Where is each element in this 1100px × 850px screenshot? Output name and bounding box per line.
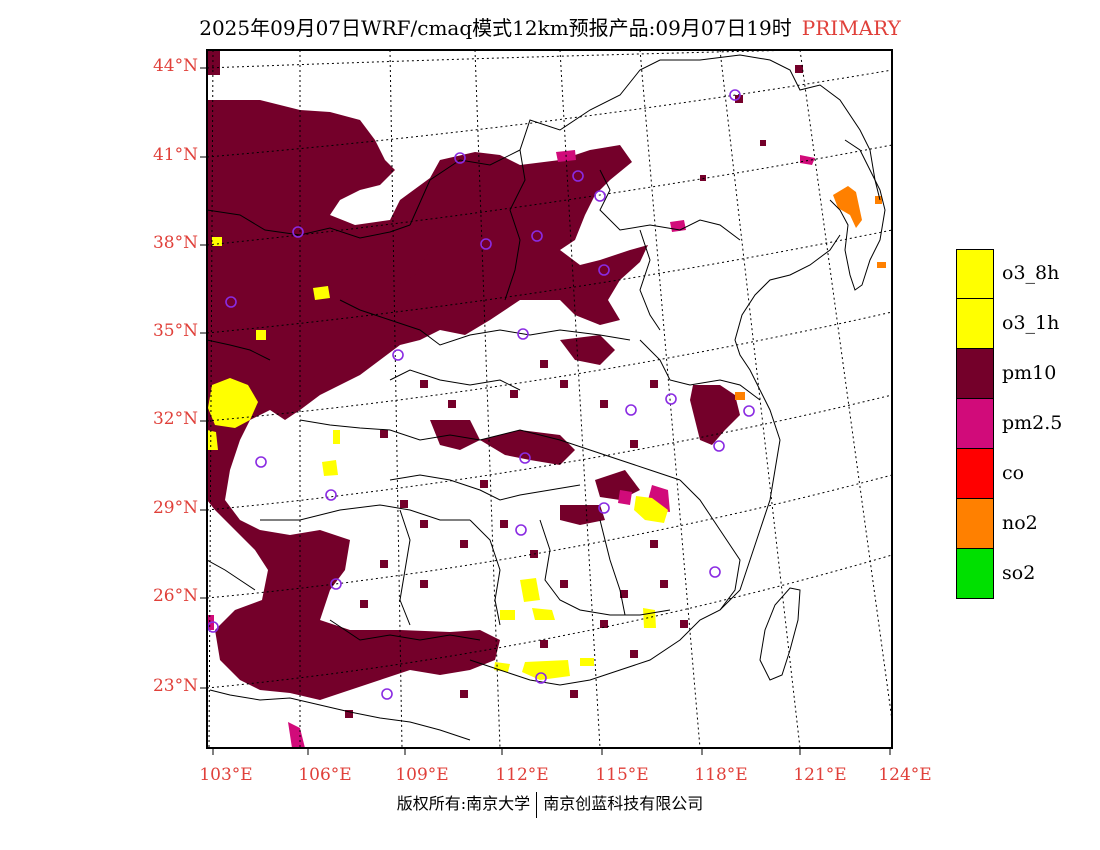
o3-region [207,237,668,680]
legend-label: pm10 [1002,362,1057,384]
legend-swatch [956,299,994,349]
legend-label: co [1002,462,1025,484]
lon-label-112: 112°E [495,765,549,785]
legend-label: o3_8h [1002,262,1060,284]
lon-label-115: 115°E [595,765,649,785]
lat-label-26: 26°N [152,586,198,606]
copyright-footer: 版权所有:南京大学 南京创蓝科技有限公司 [0,790,1100,818]
lat-label-29: 29°N [152,498,198,518]
province-boundaries [207,54,881,741]
lon-label-124: 124°E [878,765,932,785]
primary-tag: PRIMARY [801,16,901,40]
legend-swatch [956,249,994,299]
lon-label-118: 118°E [694,765,748,785]
legend-swatch [956,349,994,399]
footer-separator [536,791,538,818]
legend-swatch [956,549,994,599]
map-frame [206,49,893,749]
no2-region [735,186,886,400]
legend-swatch [956,399,994,449]
legend-swatch [956,449,994,499]
map-title: 2025年09月07日WRF/cmaq模式12km预报产品:09月07日19时 P… [0,12,1100,41]
lon-label-106: 106°E [298,765,352,785]
speckle-cells [250,65,803,718]
copyright-left: 版权所有:南京大学 [396,794,531,813]
legend-label: no2 [1002,512,1038,534]
title-text: 2025年09月07日WRF/cmaq模式12km预报产品:09月07日19时 [199,16,792,40]
lon-label-103: 103°E [199,765,253,785]
lat-label-38: 38°N [152,233,198,253]
lat-label-35: 35°N [152,321,198,341]
legend-swatch [956,499,994,549]
legend-label: pm2.5 [1002,412,1063,434]
lon-label-109: 109°E [395,765,449,785]
lat-label-44: 44°N [152,56,198,76]
lon-label-121: 121°E [793,765,847,785]
copyright-right: 南京创蓝科技有限公司 [543,794,704,813]
taiwan-outline [759,587,801,681]
lat-label-32: 32°N [152,409,198,429]
graticule [207,50,892,748]
legend-label: o3_1h [1002,312,1060,334]
axis-ticks [200,67,891,755]
pm10-region [207,50,740,700]
legend-label: so2 [1002,562,1036,584]
lat-label-23: 23°N [152,676,198,696]
station-markers [207,89,755,700]
korea-outline [829,139,886,291]
lat-label-41: 41°N [152,145,198,165]
